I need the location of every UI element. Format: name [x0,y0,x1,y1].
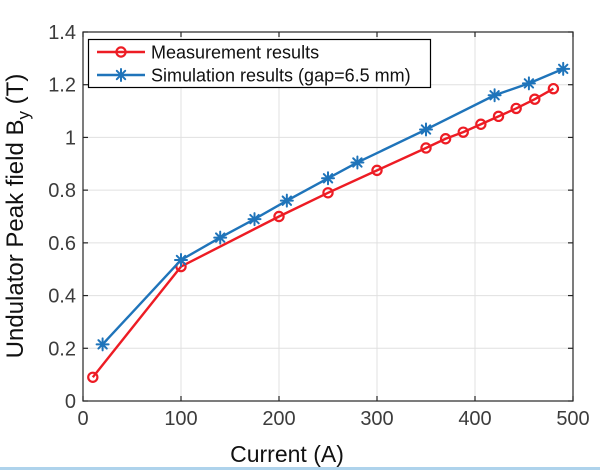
circle-marker [457,126,469,138]
y-tick-label: 0.4 [48,286,76,308]
x-tick-label: 100 [164,408,197,430]
legend: Measurement results Simulation results (g… [87,38,432,89]
circle-marker [273,210,285,223]
y-tick-label: 1 [65,127,76,149]
asterisk-marker [174,252,188,267]
y-tick-label: 1.2 [48,75,76,97]
circle-marker [529,93,541,105]
circle-marker [439,133,452,145]
asterisk-marker [279,193,294,208]
x-axis-label: Current (A) [230,441,344,467]
circle-marker [420,142,432,154]
circle-marker [322,187,334,199]
asterisk-marker [487,88,502,103]
y-axis-label: Undulator Peak field By (T) [2,74,33,359]
circle-marker [371,164,383,177]
x-tick-label: 500 [556,408,589,430]
series-simulation [95,61,571,352]
legend-circle-marker [115,46,127,58]
y-tick-label: 0 [65,391,76,413]
axes: 0 100 200 300 400 500 0 0.2 0.4 0.6 0.8 1 1.2 1.4 [48,22,590,430]
series-measurement [87,82,560,383]
y-tick-label: 1.4 [48,22,76,44]
legend-entry-label: Simulation results (gap=6.5 mm) [151,66,411,86]
asterisk-marker [521,76,536,91]
asterisk-marker [95,337,110,352]
x-tick-label: 300 [360,408,393,430]
asterisk-marker [247,212,262,227]
y-tick-label: 0.6 [48,233,76,255]
x-tick-label: 400 [458,408,491,430]
circle-marker [492,110,505,123]
y-tick-label: 0.2 [48,338,76,360]
asterisk-marker [350,155,365,170]
legend-box [87,38,432,89]
circle-marker [475,118,487,130]
legend-entry-label: Measurement results [151,43,319,63]
asterisk-marker [556,61,571,76]
window-bottom-edge [0,467,600,470]
x-tick-label: 0 [77,408,88,430]
legend-asterisk-marker [114,68,128,82]
y-tick-label: 0.8 [48,180,76,202]
series-line [91,87,554,379]
circle-marker [510,102,522,115]
circle-marker [87,371,99,383]
asterisk-marker [419,122,433,137]
asterisk-marker [321,171,335,186]
axes-box [82,31,574,402]
asterisk-marker [213,230,228,245]
x-tick-label: 200 [262,408,295,430]
circle-marker [547,82,560,95]
